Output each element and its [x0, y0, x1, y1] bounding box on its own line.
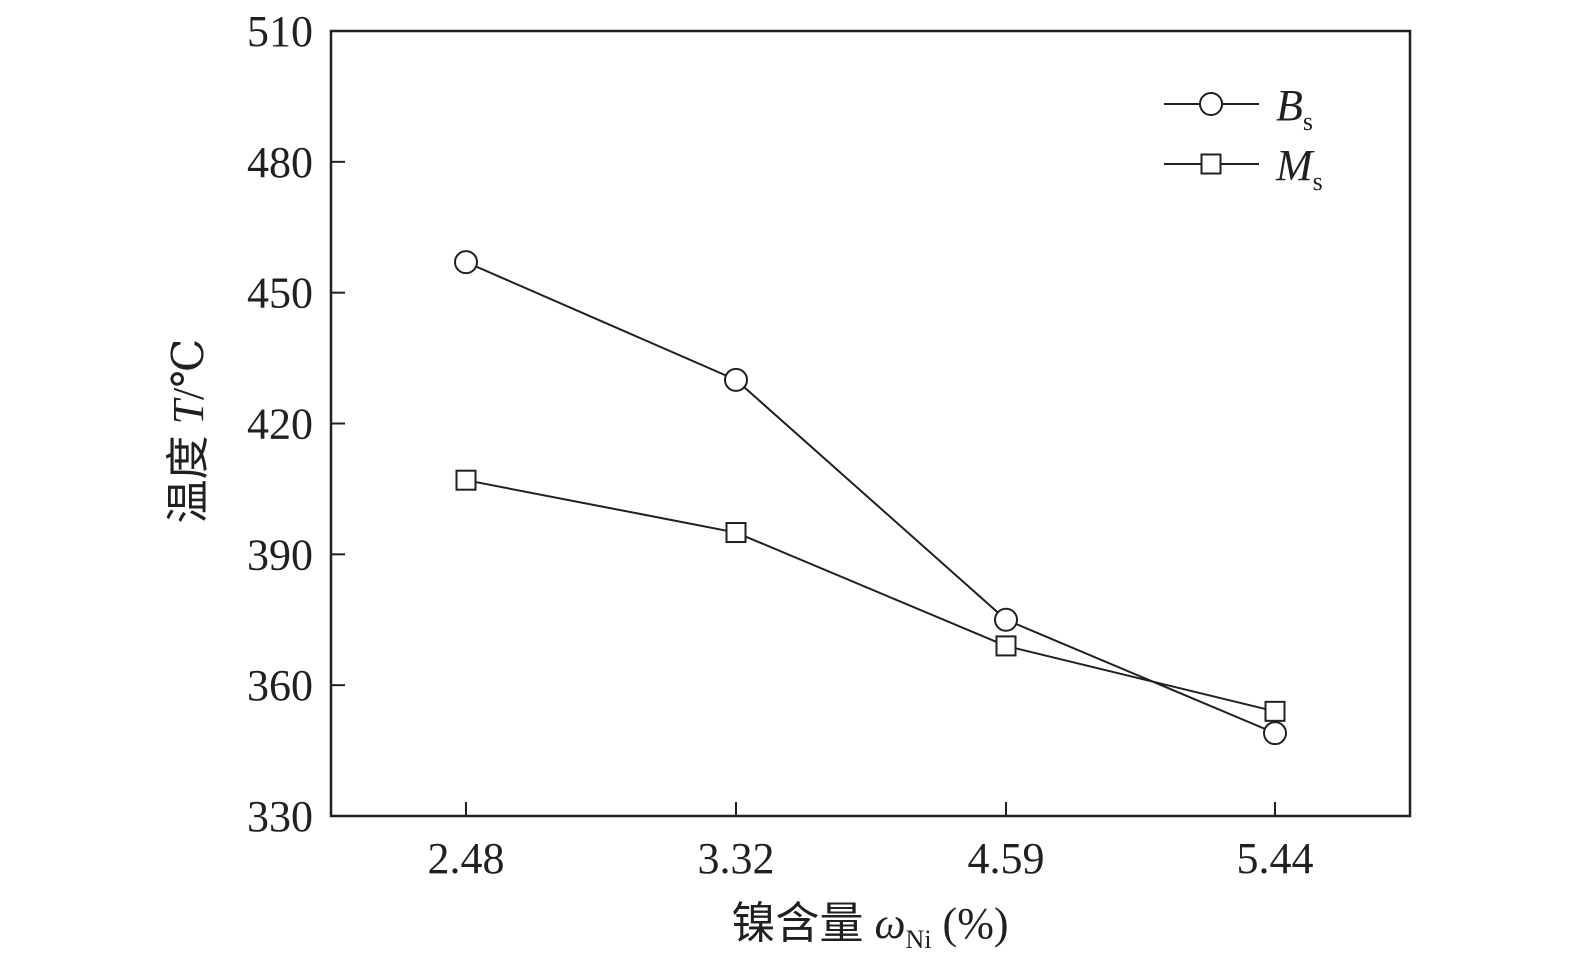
y-tick-label-1: 360 [247, 661, 313, 710]
y-tick-label-6: 510 [247, 7, 313, 56]
series-layer [454, 250, 1287, 746]
x-axis-ticks: 2.48 3.32 4.59 5.44 [428, 802, 1314, 883]
series-line-ms [465, 479, 1276, 713]
plot-frame [329, 29, 1412, 818]
x-axis-title-sub: Ni [906, 925, 932, 954]
legend-label-main-1: M [1275, 141, 1315, 190]
y-axis-title: 温度 T/℃ [164, 339, 213, 524]
legend-label-0: Bs [1276, 81, 1313, 136]
y-axis-title-suffix: /℃ [164, 339, 213, 400]
point-bs-3 [1263, 721, 1287, 746]
x-tick-label-3: 5.44 [1237, 834, 1314, 883]
point-ms-3 [1264, 700, 1286, 722]
point-bs-1 [724, 367, 748, 392]
point-bs-0 [454, 250, 478, 275]
x-axis-title-suffix: (%) [932, 899, 1009, 948]
legend-marker-0 [1199, 92, 1223, 116]
legend-marker-1 [1200, 153, 1222, 175]
legend-label-sub-1: s [1313, 167, 1323, 196]
x-tick-label-1: 3.32 [698, 834, 775, 883]
x-axis-title-prefix: 镍含量 [731, 899, 874, 948]
point-ms-1 [725, 522, 747, 544]
x-axis-title: 镍含量 ωNi (%) [731, 899, 1008, 954]
x-axis-title-symbol: ω [874, 899, 905, 948]
y-axis-ticks: 330 360 390 420 450 480 510 [247, 7, 345, 841]
legend-label-1: Ms [1275, 141, 1323, 196]
legend-label-main-0: B [1276, 81, 1303, 130]
y-tick-label-5: 480 [247, 138, 313, 187]
y-axis-title-symbol: T [164, 396, 213, 424]
y-tick-label-0: 330 [247, 792, 313, 841]
point-ms-2 [995, 635, 1017, 657]
y-tick-label-2: 390 [247, 530, 313, 579]
y-axis-title-prefix: 温度 [164, 424, 213, 523]
point-ms-0 [455, 469, 477, 491]
legend-label-sub-0: s [1303, 107, 1313, 136]
y-tick-label-3: 420 [247, 400, 313, 449]
x-tick-label-0: 2.48 [428, 834, 505, 883]
series-line-bs [465, 261, 1276, 735]
y-tick-label-4: 450 [247, 269, 313, 318]
point-bs-2 [994, 607, 1018, 632]
x-tick-label-2: 4.59 [968, 834, 1045, 883]
